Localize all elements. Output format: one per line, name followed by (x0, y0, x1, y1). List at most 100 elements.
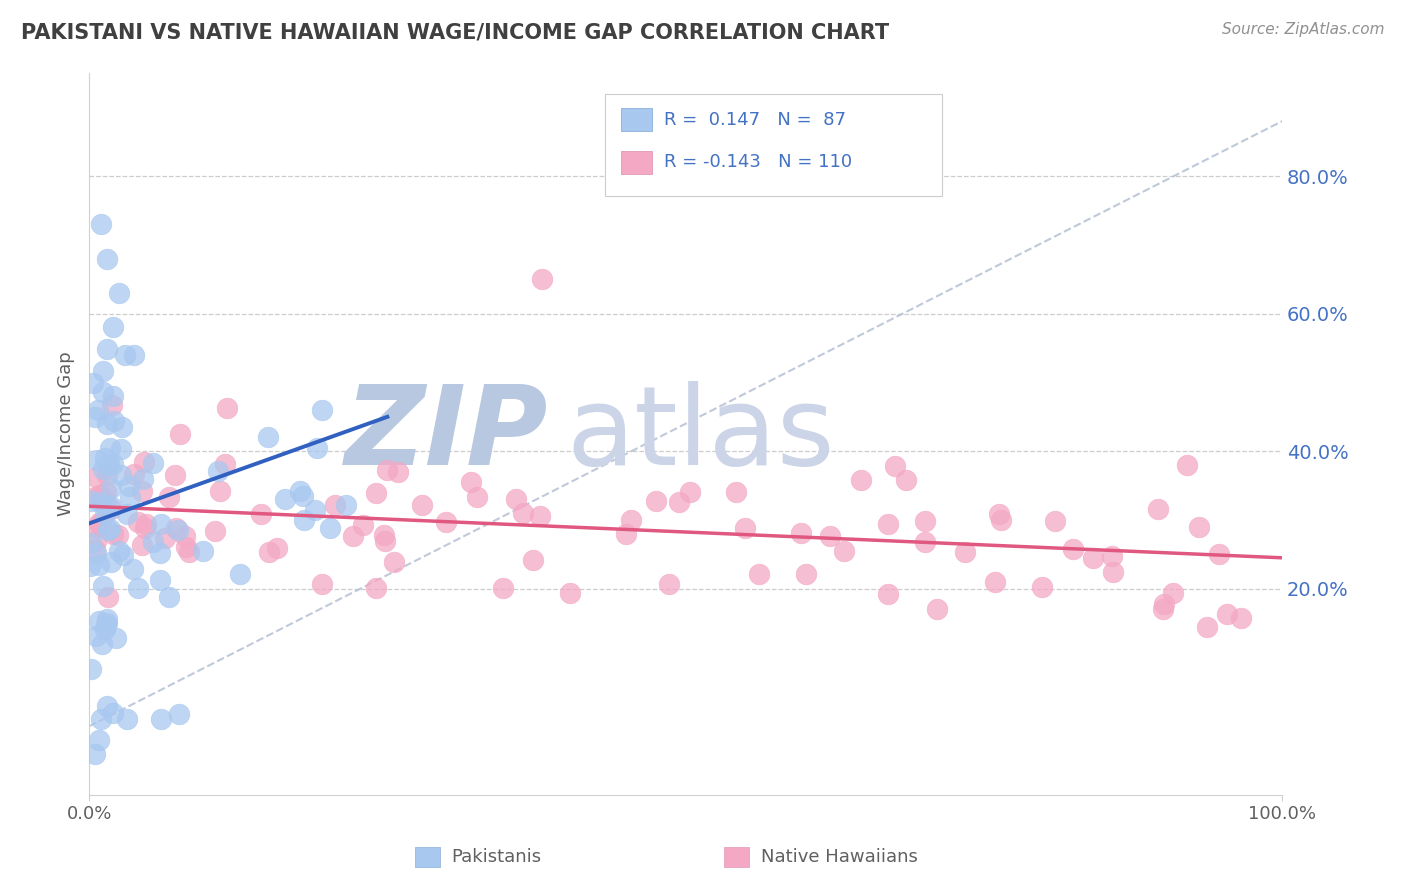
Point (614, 527, 637, 541)
Text: R =  0.147   N =  87: R = 0.147 N = 87 (664, 111, 845, 128)
Point (1043, 514, 1066, 528)
Point (492, 581, 515, 595)
Point (105, 631, 128, 645)
Point (79, 558, 101, 573)
Point (96, 468, 118, 483)
Point (98, 522, 121, 536)
Point (990, 513, 1012, 527)
Text: Native Hawaiians: Native Hawaiians (761, 848, 918, 866)
Point (273, 491, 295, 506)
Point (132, 472, 155, 486)
Text: Source: ZipAtlas.com: Source: ZipAtlas.com (1222, 22, 1385, 37)
Point (984, 575, 1007, 590)
Point (818, 529, 841, 543)
Point (82, 376, 104, 390)
Point (249, 507, 271, 521)
Point (849, 473, 872, 487)
Point (311, 577, 333, 591)
Point (217, 401, 239, 415)
Point (84, 490, 107, 504)
Point (342, 529, 364, 543)
Point (96, 616, 118, 631)
Point (304, 503, 326, 517)
Point (98, 441, 121, 455)
Point (335, 498, 357, 512)
Point (529, 508, 551, 523)
Point (131, 538, 153, 552)
Point (149, 546, 172, 560)
Point (207, 464, 229, 478)
Point (80, 662, 103, 676)
Point (135, 516, 157, 531)
Point (1101, 549, 1123, 563)
Point (1153, 597, 1175, 611)
Point (505, 491, 527, 506)
Point (288, 484, 311, 499)
Point (375, 463, 398, 477)
Point (411, 498, 433, 512)
Point (531, 272, 554, 286)
Point (167, 706, 190, 721)
Point (101, 500, 124, 515)
Point (307, 441, 329, 455)
Point (734, 521, 756, 535)
Point (96, 698, 118, 713)
Point (84, 747, 107, 761)
Point (93, 492, 115, 507)
Point (208, 484, 231, 499)
Point (96, 498, 118, 512)
Point (91, 462, 114, 476)
Point (460, 475, 482, 490)
Point (794, 567, 817, 582)
Point (142, 456, 165, 470)
Point (724, 484, 747, 499)
Point (558, 586, 581, 600)
Point (80, 493, 103, 508)
Point (229, 567, 252, 582)
Point (100, 482, 122, 496)
Point (149, 516, 172, 531)
Point (748, 567, 770, 582)
Point (1208, 547, 1230, 561)
Point (364, 581, 387, 595)
Point (110, 442, 132, 456)
Point (169, 427, 191, 442)
Y-axis label: Wage/Income Gap: Wage/Income Gap (58, 351, 75, 516)
Point (84, 547, 107, 561)
Point (214, 457, 236, 471)
Point (167, 523, 190, 537)
Point (1081, 551, 1104, 566)
Point (91, 579, 114, 593)
Point (668, 495, 690, 509)
Point (914, 514, 936, 528)
Point (132, 455, 155, 469)
Point (117, 507, 139, 521)
Point (149, 713, 172, 727)
Point (374, 533, 396, 548)
Point (87, 516, 110, 530)
Point (832, 544, 855, 558)
Text: R = -0.143   N = 110: R = -0.143 N = 110 (664, 153, 852, 171)
Point (89, 517, 111, 532)
Point (87, 403, 110, 417)
Point (101, 398, 124, 412)
Point (127, 515, 149, 529)
Point (987, 507, 1010, 521)
Point (101, 457, 124, 471)
Point (163, 468, 186, 483)
Point (914, 535, 936, 549)
Point (894, 473, 917, 487)
Point (1175, 458, 1198, 472)
Point (465, 490, 488, 504)
Point (382, 555, 405, 569)
Text: ZIP: ZIP (344, 381, 548, 488)
Point (96, 252, 118, 266)
Point (101, 389, 124, 403)
Point (174, 529, 197, 543)
Point (153, 531, 176, 545)
Point (204, 524, 226, 538)
Point (110, 468, 132, 483)
Point (157, 590, 180, 604)
Point (97, 591, 120, 605)
Point (679, 484, 702, 499)
